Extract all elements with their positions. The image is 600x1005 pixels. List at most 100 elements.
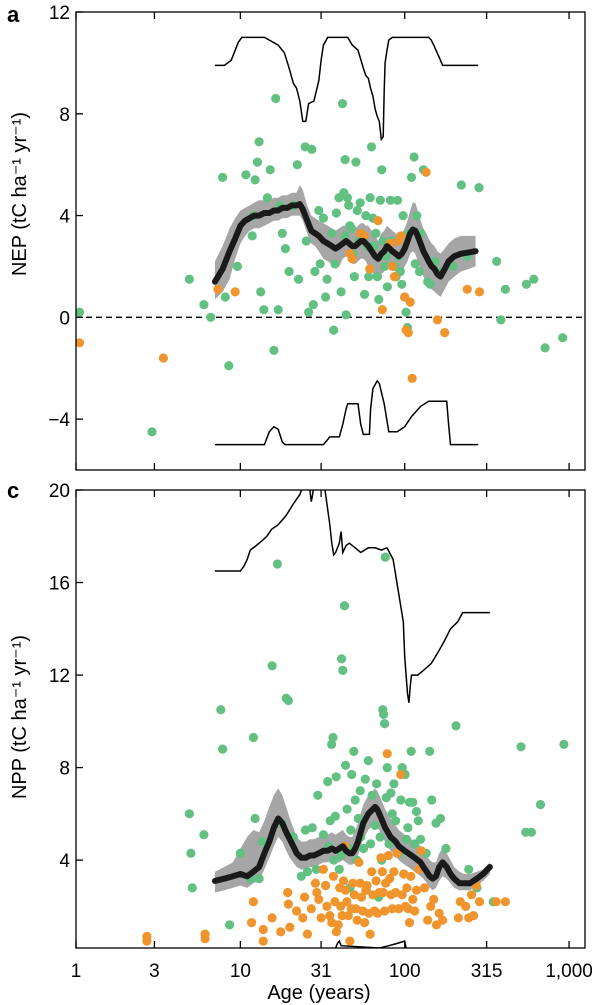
green-point [322,274,332,284]
orange-point [423,915,433,925]
panel-c-step-lines [214,490,490,948]
orange-point [276,927,286,937]
green-point [350,795,360,805]
green-point [359,289,370,299]
green-point [184,809,194,819]
green-point [254,874,264,884]
orange-point [403,328,413,338]
green-point [435,813,446,824]
green-point [311,864,321,875]
green-point [187,883,197,893]
orange-point [408,894,418,905]
green-point [389,779,399,789]
green-point [235,848,245,858]
orange-point [405,297,415,307]
green-point [323,776,333,787]
green-point [342,804,352,814]
orange-point [429,894,439,905]
x-tick-label: 10 [230,961,251,982]
y-tick-label: −4 [48,410,70,431]
green-point [456,180,466,190]
green-point [262,193,272,203]
green-point [341,310,351,320]
green-point [308,300,318,310]
green-point [327,739,337,750]
orange-point [387,261,397,271]
green-point [352,205,362,216]
orange-point [258,936,268,946]
orange-point [462,284,472,294]
orange-point [382,749,392,759]
green-point [184,274,194,284]
orange-point [440,328,450,338]
green-point [496,315,506,325]
green-point [224,361,234,371]
mean-line [211,803,493,887]
green-point [330,811,340,821]
y-tick-label: 4 [59,851,70,872]
orange-point [285,922,295,932]
orange-point [434,908,444,918]
orange-point [342,897,352,907]
orange-point [367,867,377,877]
orange-point [396,769,406,780]
y-tick-label: 12 [49,3,70,24]
green-point [492,256,502,266]
panel-a-step-lines [214,36,479,446]
orange-point [355,878,365,888]
orange-point [316,913,326,923]
green-point [337,99,348,109]
green-point [382,282,392,292]
green-point [280,244,290,254]
green-point [294,274,304,284]
green-point [380,261,390,271]
green-point [347,769,357,780]
orange-point [474,287,485,297]
green-point [330,259,340,269]
green-point [220,292,230,302]
green-point [377,165,387,175]
green-point [313,790,323,800]
panel-a-nep: −4 0 4 8 12 a NEP (tC ha⁻¹ yr⁻¹) [7,2,586,471]
orange-point [491,897,501,907]
panel-a-mean-line [211,201,479,285]
orange-point [312,887,322,898]
green-point [374,294,384,305]
orange-point [419,883,430,893]
orange-point [466,890,477,900]
green-point [216,705,226,715]
orange-point [345,249,355,259]
green-point [406,172,417,182]
green-point [365,193,375,203]
green-point [366,142,377,152]
green-point [271,93,281,104]
green-point [401,834,412,844]
green-point [329,325,339,335]
green-point [250,813,260,824]
green-point [372,779,382,789]
green-point [248,732,258,743]
green-point [310,266,320,277]
green-point [403,823,413,833]
green-point [540,343,550,353]
green-point [338,665,348,676]
lower-step-line [214,379,479,446]
green-point [314,205,324,216]
orange-point [325,911,335,921]
orange-point [461,901,471,912]
orange-point [407,373,417,383]
green-point [397,279,407,289]
green-point [337,654,347,664]
green-point [401,307,411,317]
green-point [535,800,546,810]
orange-point [343,911,353,921]
orange-point [438,915,448,925]
green-point [425,746,435,757]
orange-point [283,887,293,898]
green-point [346,825,356,835]
green-point [363,756,373,766]
orange-point [392,848,402,858]
x-axis-title: Age (years) [267,982,370,1004]
orange-point [389,867,399,877]
orange-point [385,874,395,884]
